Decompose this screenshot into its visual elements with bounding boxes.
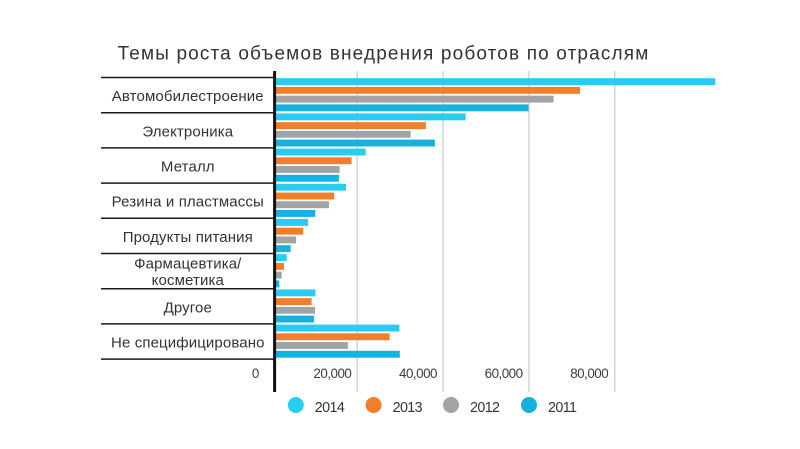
svg-text:Фармацевтика/: Фармацевтика/ xyxy=(134,256,242,273)
svg-text:20,000: 20,000 xyxy=(313,366,351,381)
svg-text:2013: 2013 xyxy=(393,400,423,416)
svg-text:косметика: косметика xyxy=(152,272,225,289)
svg-text:Автомобилестроение: Автомобилестроение xyxy=(112,88,264,105)
svg-text:Темы роста объемов внедрения р: Темы роста объемов внедрения роботов по … xyxy=(118,44,650,65)
svg-text:2011: 2011 xyxy=(548,400,577,416)
svg-text:Другое: Другое xyxy=(164,299,212,316)
svg-text:60,000: 60,000 xyxy=(485,366,523,381)
svg-text:Продукты питания: Продукты питания xyxy=(123,229,253,246)
svg-text:Резина и пластмассы: Резина и пластмассы xyxy=(112,194,264,211)
svg-text:2014: 2014 xyxy=(315,400,345,416)
svg-text:40,000: 40,000 xyxy=(399,366,437,381)
svg-text:2012: 2012 xyxy=(470,400,500,416)
svg-text:0: 0 xyxy=(252,366,259,381)
svg-text:Не специфицировано: Не специфицировано xyxy=(111,335,265,352)
svg-text:Электроника: Электроника xyxy=(142,123,233,140)
svg-text:Металл: Металл xyxy=(161,159,215,176)
svg-text:80,000: 80,000 xyxy=(570,366,608,381)
